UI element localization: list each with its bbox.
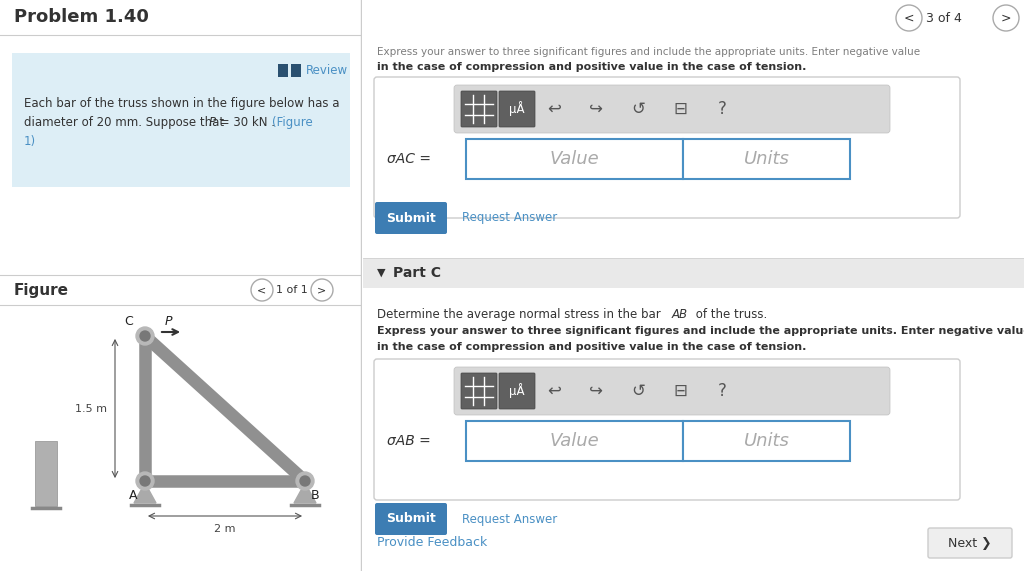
FancyBboxPatch shape (278, 64, 288, 77)
Circle shape (140, 331, 150, 341)
Text: ?: ? (718, 100, 726, 118)
Text: B: B (311, 489, 319, 502)
FancyBboxPatch shape (499, 91, 535, 127)
Text: Review: Review (306, 63, 348, 77)
Text: Provide Feedback: Provide Feedback (377, 537, 487, 549)
Text: >: > (317, 285, 327, 295)
Text: ↩: ↩ (547, 100, 561, 118)
Text: Problem 1.40: Problem 1.40 (14, 8, 148, 26)
Text: ?: ? (718, 382, 726, 400)
Circle shape (296, 472, 314, 490)
FancyBboxPatch shape (466, 139, 683, 179)
FancyBboxPatch shape (454, 85, 890, 133)
Text: 1 of 1: 1 of 1 (276, 285, 308, 295)
FancyBboxPatch shape (12, 53, 350, 187)
Text: P: P (165, 315, 172, 328)
Text: ↺: ↺ (631, 100, 645, 118)
Text: Value: Value (550, 432, 599, 450)
Text: Part C: Part C (393, 266, 441, 280)
FancyBboxPatch shape (454, 367, 890, 415)
Text: = 30 kN .: = 30 kN . (216, 116, 279, 129)
Text: Next ❯: Next ❯ (948, 537, 992, 549)
Text: Submit: Submit (386, 513, 436, 525)
FancyBboxPatch shape (375, 503, 447, 535)
Polygon shape (294, 483, 316, 503)
Text: Request Answer: Request Answer (462, 513, 557, 525)
Text: Determine the average normal stress in the bar: Determine the average normal stress in t… (377, 308, 665, 321)
FancyBboxPatch shape (375, 202, 447, 234)
Text: σAC =: σAC = (387, 152, 431, 166)
Text: 1.5 m: 1.5 m (75, 404, 106, 413)
FancyBboxPatch shape (374, 359, 961, 500)
Text: μÅ: μÅ (509, 384, 525, 399)
Text: ↩: ↩ (547, 382, 561, 400)
FancyBboxPatch shape (374, 77, 961, 218)
FancyBboxPatch shape (461, 91, 497, 127)
FancyBboxPatch shape (683, 139, 850, 179)
FancyBboxPatch shape (683, 421, 850, 461)
Text: of the truss.: of the truss. (692, 308, 767, 321)
Text: 3 of 4: 3 of 4 (926, 11, 962, 25)
Text: ▼: ▼ (377, 268, 385, 278)
Text: ↪: ↪ (589, 382, 603, 400)
Circle shape (136, 472, 154, 490)
Circle shape (141, 479, 150, 487)
Text: 2 m: 2 m (214, 524, 236, 534)
Text: Figure: Figure (14, 283, 69, 297)
Text: Express your answer to three significant figures and include the appropriate uni: Express your answer to three significant… (377, 47, 921, 57)
Text: >: > (1000, 11, 1012, 25)
Circle shape (136, 327, 154, 345)
Text: (Figure: (Figure (272, 116, 312, 129)
FancyBboxPatch shape (362, 258, 1024, 288)
Text: C: C (124, 315, 133, 328)
Polygon shape (134, 483, 156, 503)
Circle shape (140, 476, 150, 486)
Text: μÅ: μÅ (509, 102, 525, 116)
FancyBboxPatch shape (291, 64, 301, 77)
Text: AB: AB (672, 308, 688, 321)
Text: ↺: ↺ (631, 382, 645, 400)
Text: Units: Units (743, 150, 790, 168)
Text: Request Answer: Request Answer (462, 211, 557, 224)
Text: Submit: Submit (386, 211, 436, 224)
Text: Express your answer to three significant figures and include the appropriate uni: Express your answer to three significant… (377, 326, 1024, 336)
Text: diameter of 20 mm. Suppose that: diameter of 20 mm. Suppose that (24, 116, 228, 129)
Text: Each bar of the truss shown in the figure below has a: Each bar of the truss shown in the figur… (24, 97, 340, 110)
Text: <: < (904, 11, 914, 25)
Text: P: P (209, 116, 216, 129)
Text: ⊟: ⊟ (673, 100, 687, 118)
Text: in the case of compression and positive value in the case of tension.: in the case of compression and positive … (377, 342, 806, 352)
Text: ⊟: ⊟ (673, 382, 687, 400)
Text: ↪: ↪ (589, 100, 603, 118)
FancyBboxPatch shape (461, 373, 497, 409)
Circle shape (300, 476, 310, 486)
Text: Units: Units (743, 432, 790, 450)
Text: 1): 1) (24, 135, 36, 148)
Text: A: A (128, 489, 137, 502)
FancyBboxPatch shape (35, 441, 57, 506)
Text: σAB =: σAB = (387, 434, 431, 448)
FancyBboxPatch shape (928, 528, 1012, 558)
Circle shape (301, 479, 309, 487)
FancyBboxPatch shape (466, 421, 683, 461)
Text: Value: Value (550, 150, 599, 168)
Text: in the case of compression and positive value in the case of tension.: in the case of compression and positive … (377, 62, 806, 72)
Text: <: < (257, 285, 266, 295)
FancyBboxPatch shape (499, 373, 535, 409)
